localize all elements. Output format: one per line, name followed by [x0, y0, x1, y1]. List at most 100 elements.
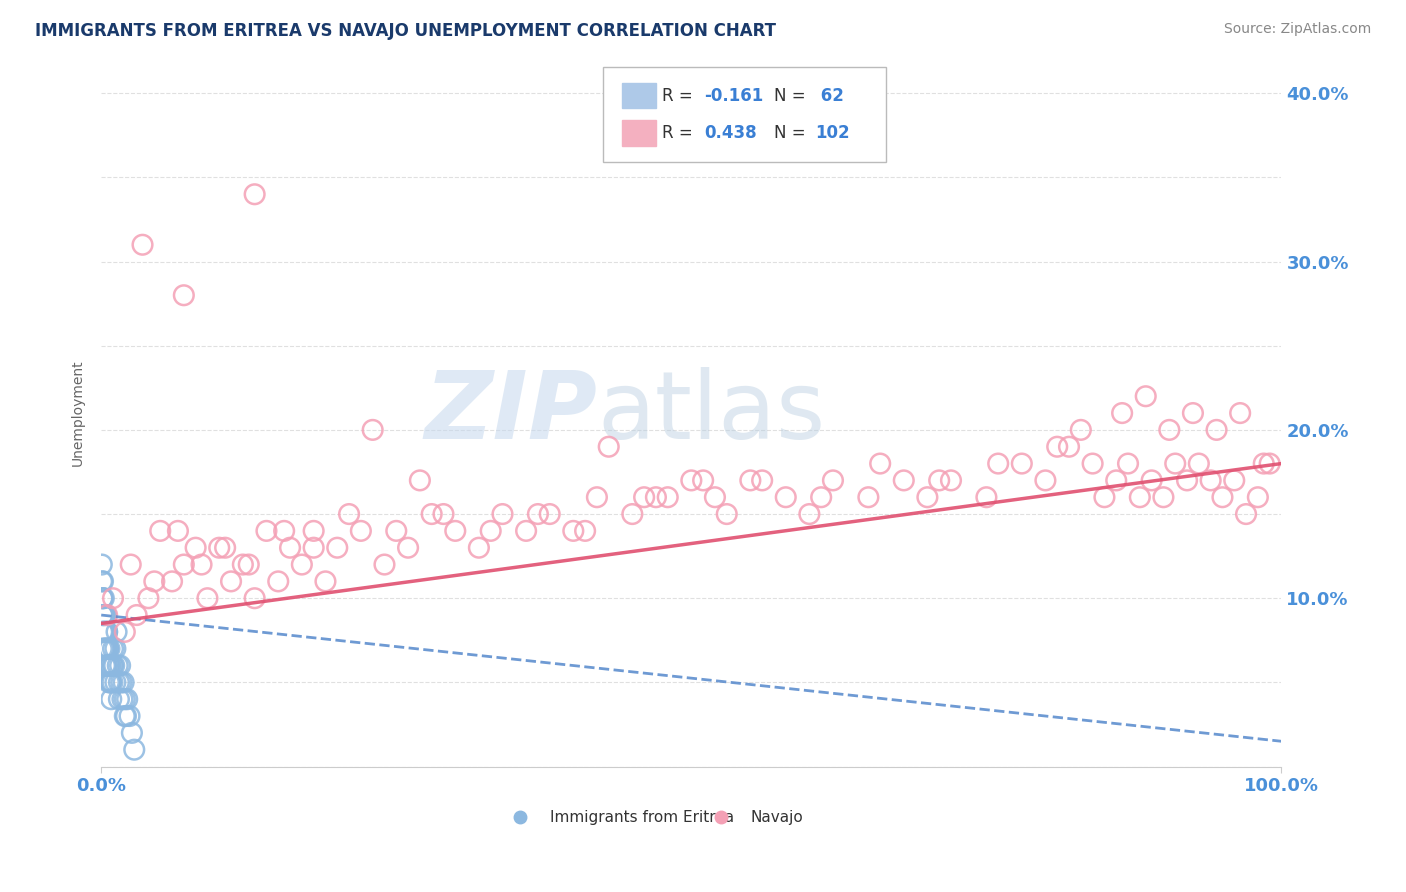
Point — [149, 524, 172, 538]
Point — [810, 490, 832, 504]
Y-axis label: Unemployment: Unemployment — [72, 359, 86, 467]
Point — [91, 591, 114, 606]
Point — [1011, 457, 1033, 471]
Point — [1164, 457, 1187, 471]
Point — [101, 641, 124, 656]
Point — [238, 558, 260, 572]
Point — [869, 457, 891, 471]
Point — [692, 474, 714, 488]
Point — [232, 558, 254, 572]
Point — [94, 641, 117, 656]
Point — [91, 574, 114, 589]
Point — [96, 641, 118, 656]
Point — [108, 658, 131, 673]
Point — [326, 541, 349, 555]
Text: IMMIGRANTS FROM ERITREA VS NAVAJO UNEMPLOYMENT CORRELATION CHART: IMMIGRANTS FROM ERITREA VS NAVAJO UNEMPL… — [35, 22, 776, 40]
Point — [1070, 423, 1092, 437]
Point — [160, 574, 183, 589]
Point — [101, 675, 124, 690]
Point — [1181, 406, 1204, 420]
Point — [96, 658, 118, 673]
Point — [91, 591, 114, 606]
Text: atlas: atlas — [598, 368, 825, 459]
Point — [444, 524, 467, 538]
Point — [90, 641, 112, 656]
Point — [491, 507, 513, 521]
Text: 0.438: 0.438 — [704, 124, 756, 142]
Point — [538, 507, 561, 521]
Point — [1229, 406, 1251, 420]
Point — [173, 558, 195, 572]
Point — [799, 507, 821, 521]
Point — [396, 541, 419, 555]
Point — [1116, 457, 1139, 471]
Text: 62: 62 — [815, 87, 844, 104]
Point — [93, 641, 115, 656]
Point — [273, 524, 295, 538]
Point — [96, 608, 118, 623]
Text: -0.161: -0.161 — [704, 87, 763, 104]
Point — [562, 524, 585, 538]
Point — [1188, 457, 1211, 471]
Point — [120, 558, 142, 572]
Point — [633, 490, 655, 504]
Point — [716, 507, 738, 521]
Point — [101, 658, 124, 673]
Point — [373, 558, 395, 572]
Text: ZIP: ZIP — [425, 368, 598, 459]
Point — [1140, 474, 1163, 488]
Point — [190, 558, 212, 572]
Point — [586, 490, 609, 504]
Point — [681, 474, 703, 488]
Point — [1057, 440, 1080, 454]
Point — [91, 624, 114, 639]
Point — [114, 709, 136, 723]
Point — [1035, 474, 1057, 488]
Point — [173, 288, 195, 302]
Point — [775, 490, 797, 504]
Point — [657, 490, 679, 504]
Point — [91, 624, 114, 639]
Point — [1211, 490, 1233, 504]
Point — [1129, 490, 1152, 504]
Point — [385, 524, 408, 538]
Point — [703, 490, 725, 504]
Point — [91, 608, 114, 623]
Point — [208, 541, 231, 555]
Point — [97, 641, 120, 656]
Point — [115, 692, 138, 706]
Point — [104, 641, 127, 656]
Point — [97, 675, 120, 690]
Point — [939, 474, 962, 488]
Point — [574, 524, 596, 538]
Point — [112, 675, 135, 690]
Text: N =: N = — [773, 87, 811, 104]
Point — [94, 624, 117, 639]
Point — [98, 658, 121, 673]
Point — [314, 574, 336, 589]
Point — [1159, 423, 1181, 437]
Point — [115, 709, 138, 723]
Point — [143, 574, 166, 589]
Point — [291, 558, 314, 572]
Point — [219, 574, 242, 589]
Point — [976, 490, 998, 504]
Point — [917, 490, 939, 504]
Point — [1223, 474, 1246, 488]
Point — [100, 675, 122, 690]
Point — [1152, 490, 1174, 504]
Text: Immigrants from Eritrea: Immigrants from Eritrea — [550, 810, 734, 825]
Point — [105, 624, 128, 639]
Point — [361, 423, 384, 437]
Point — [1258, 457, 1281, 471]
Point — [122, 742, 145, 756]
Point — [928, 474, 950, 488]
Point — [93, 591, 115, 606]
Point — [197, 591, 219, 606]
Point — [93, 608, 115, 623]
Point — [125, 608, 148, 623]
Point — [114, 692, 136, 706]
Point — [302, 524, 325, 538]
Point — [515, 524, 537, 538]
Point — [1046, 440, 1069, 454]
